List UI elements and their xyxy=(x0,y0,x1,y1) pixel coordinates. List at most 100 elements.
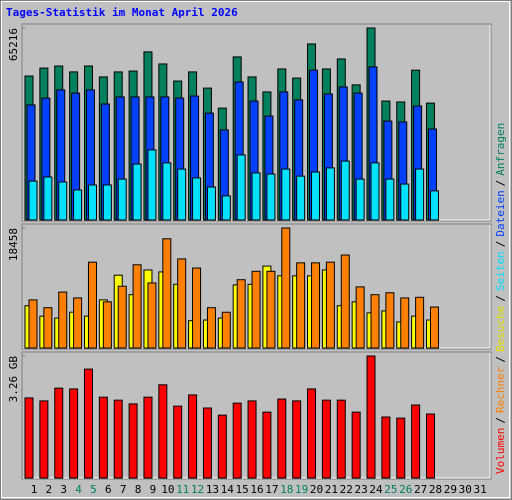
legend-separator: / xyxy=(494,180,507,187)
bar xyxy=(28,180,38,221)
bar xyxy=(325,167,335,221)
bar xyxy=(54,387,64,479)
y-tick-label: 65216 xyxy=(7,28,20,61)
legend-entry: Seiten xyxy=(494,251,507,291)
y-tick-label: 3.26 GB xyxy=(7,356,20,403)
bar xyxy=(366,355,376,479)
bar xyxy=(177,258,187,349)
bar xyxy=(236,279,246,349)
x-tick-label: 25 xyxy=(384,483,397,496)
bar xyxy=(39,400,49,479)
bar xyxy=(147,149,157,221)
bar xyxy=(143,396,153,479)
bar xyxy=(325,261,335,349)
bar xyxy=(415,168,425,221)
bar xyxy=(296,262,306,349)
x-tick-label: 9 xyxy=(150,483,157,496)
x-tick-label: 13 xyxy=(206,483,219,496)
x-tick-label: 23 xyxy=(355,483,368,496)
bar xyxy=(128,403,138,479)
bar xyxy=(340,254,350,349)
bar xyxy=(281,168,291,221)
bar xyxy=(266,173,276,221)
bar xyxy=(206,307,216,349)
bar xyxy=(381,416,391,479)
bar xyxy=(236,154,246,221)
bar xyxy=(192,177,202,221)
bar xyxy=(132,264,142,349)
x-tick-label: 1 xyxy=(31,483,38,496)
bar xyxy=(113,399,123,479)
bar xyxy=(336,399,346,479)
bar xyxy=(385,292,395,349)
x-tick-label: 16 xyxy=(250,483,263,496)
x-tick-label: 12 xyxy=(191,483,204,496)
legend: Volumen / Rechner / Besuche / Seiten / Dateien / A… xyxy=(494,123,507,474)
bar xyxy=(370,162,380,221)
bar xyxy=(83,368,93,479)
y-tick-label: 18458 xyxy=(7,228,20,261)
bar xyxy=(24,397,34,479)
x-tick-label: 29 xyxy=(444,483,457,496)
bar xyxy=(43,307,53,349)
bar xyxy=(415,296,425,349)
bar xyxy=(206,186,216,221)
x-tick-label: 28 xyxy=(429,483,442,496)
legend-entry: Dateien xyxy=(494,190,507,236)
x-tick-label: 4 xyxy=(75,483,82,496)
x-tick-label: 21 xyxy=(325,483,338,496)
bar xyxy=(192,267,202,349)
x-tick-label: 27 xyxy=(414,483,427,496)
bar xyxy=(217,414,227,479)
bar xyxy=(266,270,276,349)
x-tick-label: 10 xyxy=(161,483,174,496)
bar xyxy=(221,311,231,349)
x-tick-label: 22 xyxy=(340,483,353,496)
bar xyxy=(321,399,331,479)
legend-separator: / xyxy=(494,241,507,248)
legend-separator: / xyxy=(494,356,507,363)
bar xyxy=(147,282,157,349)
bar xyxy=(355,286,365,349)
x-tick-label: 20 xyxy=(310,483,323,496)
x-tick-label: 19 xyxy=(295,483,308,496)
bar xyxy=(173,405,183,479)
bar xyxy=(351,411,361,479)
bar xyxy=(425,413,435,479)
bar xyxy=(132,163,142,221)
bar xyxy=(400,297,410,349)
bar xyxy=(98,396,108,479)
bar xyxy=(340,160,350,221)
bar xyxy=(385,178,395,221)
bar xyxy=(251,172,261,221)
bar xyxy=(177,168,187,221)
legend-entry: Rechner xyxy=(494,366,507,413)
bar xyxy=(188,394,198,479)
bar xyxy=(58,291,68,349)
bar xyxy=(202,407,212,479)
bar xyxy=(262,411,272,479)
bar xyxy=(307,388,317,479)
bar xyxy=(292,400,302,479)
bar xyxy=(355,178,365,221)
x-tick-label: 24 xyxy=(369,483,383,496)
bar xyxy=(232,402,242,479)
bar xyxy=(102,184,112,221)
bar xyxy=(102,301,112,349)
x-tick-label: 3 xyxy=(60,483,67,496)
chart-title: Tages-Statistik im Monat April 2026 xyxy=(6,6,238,19)
x-tick-label: 7 xyxy=(120,483,127,496)
bar xyxy=(396,417,406,479)
bar xyxy=(370,294,380,349)
legend-entry: Anfragen xyxy=(494,123,507,176)
bar xyxy=(277,398,287,479)
x-tick-label: 14 xyxy=(221,483,235,496)
bar xyxy=(296,175,306,221)
bar xyxy=(117,178,127,221)
bar xyxy=(28,299,38,349)
bar xyxy=(429,190,439,221)
bar xyxy=(158,384,168,479)
x-tick-label: 11 xyxy=(176,483,189,496)
